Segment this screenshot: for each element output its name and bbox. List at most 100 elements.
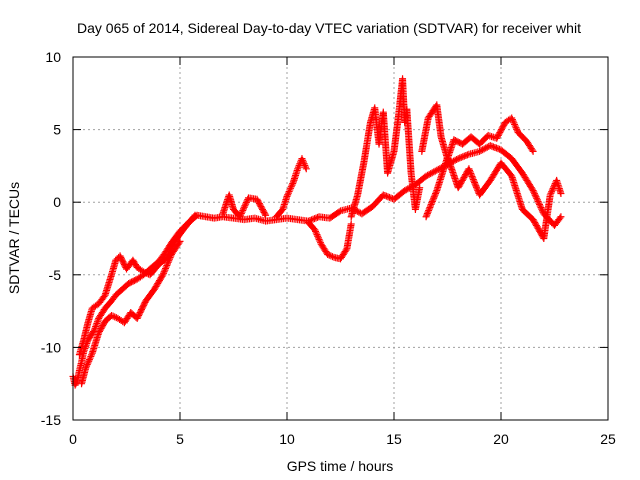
data-point-interp xyxy=(92,321,100,329)
data-point-interp xyxy=(93,319,101,327)
data-point-interp xyxy=(328,253,336,261)
data-point xyxy=(454,155,462,163)
x-tick-label: 20 xyxy=(493,431,509,447)
data-point-interp xyxy=(549,184,557,192)
data-point-interp xyxy=(536,201,544,209)
data-point-interp xyxy=(471,179,479,187)
data-point-interp xyxy=(141,269,149,277)
data-point-interp xyxy=(300,160,308,168)
data-point-interp xyxy=(528,146,536,154)
data-point xyxy=(159,271,167,279)
data-point-interp xyxy=(261,210,269,218)
data-point-interp xyxy=(494,145,502,153)
data-point-interp xyxy=(482,144,490,152)
data-point-interp xyxy=(381,192,389,200)
data-point-interp xyxy=(294,163,302,171)
data-point-interp xyxy=(423,210,431,218)
data-point-interp xyxy=(473,185,481,193)
y-tick-label: -5 xyxy=(49,267,62,283)
data-point-interp xyxy=(469,174,477,182)
data-point-interp xyxy=(462,152,470,160)
data-point-interp xyxy=(299,156,307,164)
data-point-interp xyxy=(284,191,292,199)
data-point-interp xyxy=(513,125,521,133)
data-point-interp xyxy=(162,265,170,273)
data-point-interp xyxy=(430,168,438,176)
data-point-interp xyxy=(489,143,497,151)
data-point-interp xyxy=(87,352,95,360)
data-point-interp xyxy=(85,357,93,365)
data-point-interp xyxy=(242,199,250,207)
data-point-interp xyxy=(327,252,335,260)
data-point-interp xyxy=(165,255,173,263)
data-point-interp xyxy=(537,204,545,212)
data-point-interp xyxy=(317,239,325,247)
data-point-interp xyxy=(424,208,432,216)
series-trace-bump-8h xyxy=(219,191,270,221)
data-point-interp xyxy=(167,252,175,260)
data-point xyxy=(191,211,199,219)
data-point-interp xyxy=(289,179,297,187)
data-point xyxy=(283,192,291,200)
data-point-interp xyxy=(430,194,438,202)
data-point-interp xyxy=(492,144,500,152)
y-tick-label: -10 xyxy=(41,339,61,355)
data-point-interp xyxy=(469,176,477,184)
data-point-interp xyxy=(287,184,295,192)
x-tick-label: 5 xyxy=(176,431,184,447)
data-point-interp xyxy=(242,200,250,208)
data-point-interp xyxy=(160,268,168,276)
data-point-interp xyxy=(471,180,479,188)
data-point xyxy=(557,213,565,221)
data-point-interp xyxy=(342,246,350,254)
data-point-interp xyxy=(425,207,433,215)
data-point-interp xyxy=(84,359,92,367)
data-point-interp xyxy=(312,227,320,235)
data-point xyxy=(236,213,244,221)
x-axis-label: GPS time / hours xyxy=(287,458,394,474)
data-point-interp xyxy=(160,269,168,277)
data-point-interp xyxy=(431,167,439,175)
data-point xyxy=(176,237,184,245)
data-point xyxy=(416,184,424,192)
data-point xyxy=(508,114,516,122)
data-point-interp xyxy=(286,186,294,194)
data-point-interp xyxy=(85,356,93,364)
data-point-interp xyxy=(425,170,433,178)
data-point-interp xyxy=(385,193,393,201)
data-point-interp xyxy=(89,327,97,335)
data-point-interp xyxy=(472,183,480,191)
data-point-interp xyxy=(158,272,166,280)
data-point-interp xyxy=(459,153,467,161)
data-point-interp xyxy=(91,324,99,332)
data-point-interp xyxy=(466,168,474,176)
data-point-interp xyxy=(237,211,245,219)
data-point-interp xyxy=(111,313,119,321)
data-point-interp xyxy=(483,143,491,151)
data-point-interp xyxy=(510,119,518,127)
data-point-interp xyxy=(531,190,539,198)
data-point xyxy=(529,187,537,195)
data-point-interp xyxy=(427,200,435,208)
data-point-interp xyxy=(477,147,485,155)
data-point-interp xyxy=(163,260,171,268)
data-point-interp xyxy=(314,232,322,240)
data-point xyxy=(298,155,306,163)
data-point-interp xyxy=(460,152,468,160)
data-point-interp xyxy=(508,116,516,124)
data-series-layer xyxy=(69,75,565,389)
data-point-interp xyxy=(240,203,248,211)
data-point-interp xyxy=(314,234,322,242)
data-point-interp xyxy=(509,117,517,125)
x-tick-label: 25 xyxy=(600,431,616,447)
data-point-interp xyxy=(491,143,499,151)
data-point-interp xyxy=(453,155,461,163)
data-point-interp xyxy=(532,193,540,201)
data-point-interp xyxy=(430,193,438,201)
chart-title: Day 065 of 2014, Sidereal Day-to-day VTE… xyxy=(77,20,581,36)
y-tick-label: 0 xyxy=(53,194,61,210)
data-point xyxy=(486,142,494,150)
data-point-interp xyxy=(530,188,538,196)
data-point-interp xyxy=(466,166,474,174)
